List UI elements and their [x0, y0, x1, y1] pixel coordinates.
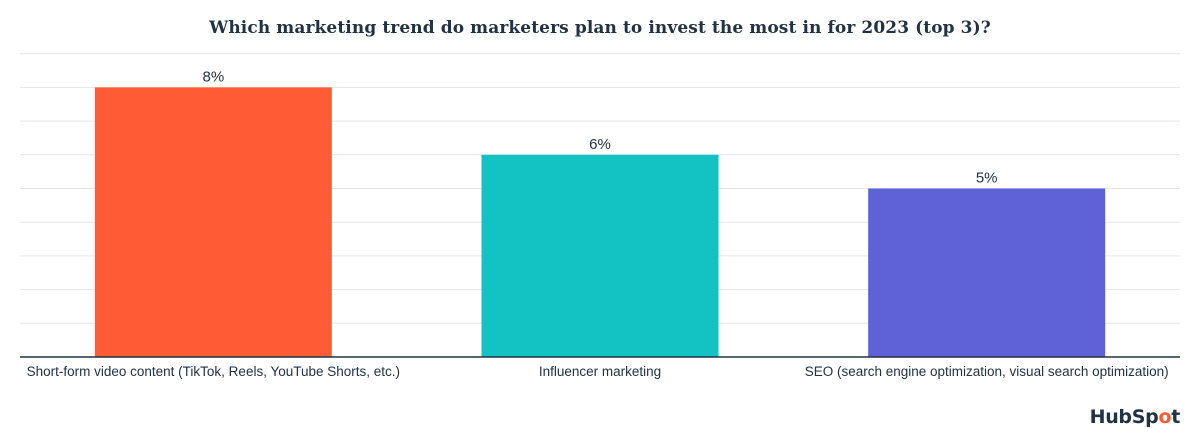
logo-text-end: t — [1171, 406, 1180, 428]
data-label: 6% — [589, 136, 611, 153]
bars: 8% Short-form video content (TikTok, Reel… — [27, 68, 1169, 379]
logo-text-start: HubSp — [1089, 406, 1159, 428]
bar — [481, 154, 719, 357]
category-label: Short-form video content (TikTok, Reels,… — [27, 364, 400, 379]
data-label: 8% — [202, 68, 224, 85]
category-label: SEO (search engine optimization, visual … — [805, 364, 1169, 379]
sprocket-icon: o — [1158, 406, 1172, 428]
bar — [868, 188, 1106, 357]
bar — [94, 87, 332, 358]
data-label: 5% — [976, 170, 998, 187]
chart-title: Which marketing trend do marketers plan … — [209, 18, 991, 38]
category-label: Influencer marketing — [539, 364, 661, 379]
hubspot-logo: HubSpot — [1089, 406, 1181, 428]
